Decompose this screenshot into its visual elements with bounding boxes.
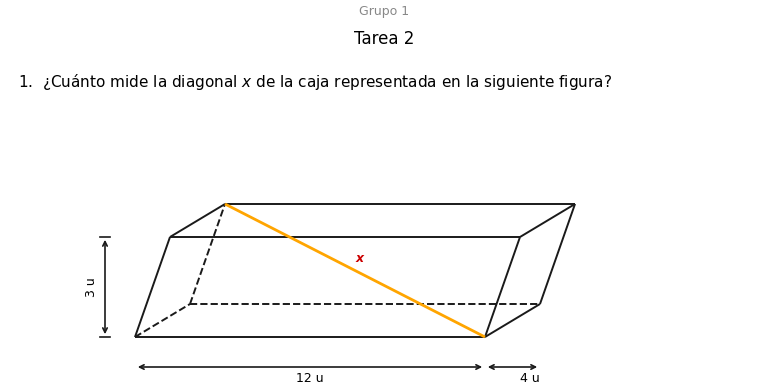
Text: Tarea 2: Tarea 2: [355, 30, 414, 48]
Text: x: x: [356, 252, 364, 265]
Text: 4 u: 4 u: [520, 373, 540, 385]
Text: 12 u: 12 u: [296, 373, 324, 385]
Text: 1.  ¿Cuánto mide la diagonal $x$ de la caja representada en la siguiente figura?: 1. ¿Cuánto mide la diagonal $x$ de la ca…: [18, 72, 612, 92]
Text: 3 u: 3 u: [85, 277, 98, 297]
Text: Grupo 1: Grupo 1: [359, 5, 410, 18]
